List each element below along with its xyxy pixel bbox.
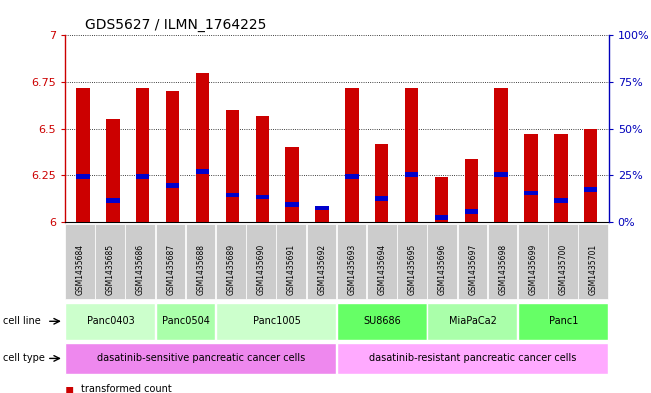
Bar [166,91,179,222]
Text: GSM1435691: GSM1435691 [287,244,296,295]
Bar [315,209,329,222]
Text: GSM1435685: GSM1435685 [106,244,115,295]
Bar [405,88,419,222]
Bar [106,119,120,222]
Bar [554,198,568,203]
Text: GSM1435692: GSM1435692 [317,244,326,295]
Text: dasatinib-sensitive pancreatic cancer cells: dasatinib-sensitive pancreatic cancer ce… [97,353,305,364]
Text: GSM1435693: GSM1435693 [348,244,357,295]
Text: GSM1435695: GSM1435695 [408,244,417,295]
Text: ▪: ▪ [65,382,74,393]
Text: Panc1005: Panc1005 [253,316,300,326]
Text: GSM1435701: GSM1435701 [589,244,598,295]
Bar [136,174,150,179]
Text: GSM1435694: GSM1435694 [378,244,387,295]
Bar [76,88,90,222]
Bar [255,116,269,222]
Bar [465,209,478,214]
Bar [196,73,209,222]
Text: GSM1435684: GSM1435684 [76,244,85,295]
Text: Panc0504: Panc0504 [162,316,210,326]
Text: transformed count: transformed count [81,384,172,393]
Bar [375,196,389,201]
Text: SU8686: SU8686 [363,316,401,326]
Bar [106,198,120,203]
Bar [405,172,419,177]
Text: GSM1435688: GSM1435688 [197,244,206,295]
Bar [435,177,448,222]
Text: GSM1435690: GSM1435690 [257,244,266,295]
Text: GSM1435686: GSM1435686 [136,244,145,295]
Text: Panc0403: Panc0403 [87,316,134,326]
Bar [255,195,269,199]
Bar [315,206,329,210]
Bar [226,193,239,197]
Text: GSM1435700: GSM1435700 [559,244,568,295]
Text: GSM1435698: GSM1435698 [499,244,508,295]
Bar [554,134,568,222]
Bar [285,147,299,222]
Text: GSM1435699: GSM1435699 [529,244,538,295]
Bar [345,88,359,222]
Bar [196,169,209,174]
Bar [375,143,389,222]
Bar [76,174,90,179]
Text: GSM1435696: GSM1435696 [438,244,447,295]
Bar [285,202,299,207]
Bar [524,191,538,195]
Bar [495,172,508,177]
Text: MiaPaCa2: MiaPaCa2 [449,316,497,326]
Text: Panc1: Panc1 [549,316,578,326]
Text: GSM1435697: GSM1435697 [468,244,477,295]
Bar [524,134,538,222]
Text: GDS5627 / ILMN_1764225: GDS5627 / ILMN_1764225 [85,18,266,32]
Bar [584,129,598,222]
Bar [136,88,150,222]
Text: GSM1435689: GSM1435689 [227,244,236,295]
Text: GSM1435687: GSM1435687 [166,244,175,295]
Bar [345,174,359,179]
Bar [465,158,478,222]
Bar [166,183,179,188]
Text: cell line: cell line [3,316,41,326]
Text: dasatinib-resistant pancreatic cancer cells: dasatinib-resistant pancreatic cancer ce… [369,353,577,364]
Text: cell type: cell type [3,353,45,364]
Bar [226,110,239,222]
Bar [584,187,598,192]
Bar [435,215,448,220]
Bar [495,88,508,222]
